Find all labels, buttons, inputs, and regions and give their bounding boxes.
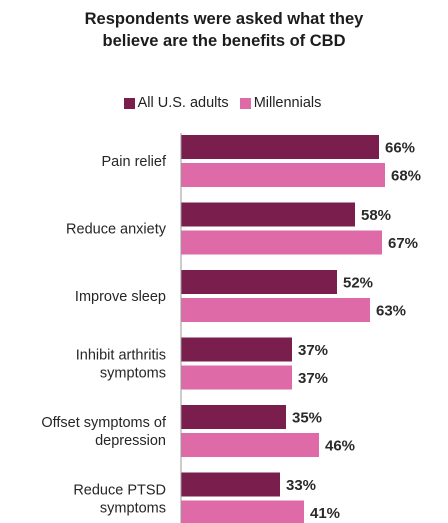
bar xyxy=(181,433,319,457)
legend-label-all-adults: All U.S. adults xyxy=(137,95,229,111)
data-label: 46% xyxy=(325,438,355,455)
category-label: Reduce PTSD xyxy=(73,483,166,499)
data-label: 37% xyxy=(298,370,328,387)
bar xyxy=(181,405,286,429)
chart-title: Respondents were asked what they believe… xyxy=(0,8,448,52)
category-label: Offset symptoms of xyxy=(41,415,167,431)
category-label: Pain relief xyxy=(102,154,167,170)
data-label: 58% xyxy=(361,207,391,224)
bar xyxy=(181,202,355,227)
chart-title-line-2: believe are the benefits of CBD xyxy=(102,32,346,50)
bar xyxy=(181,163,385,187)
category-label: symptoms xyxy=(100,501,166,517)
data-label: 67% xyxy=(388,235,418,252)
data-label: 35% xyxy=(292,410,322,427)
bar xyxy=(181,472,280,497)
legend-item-millennials: Millennials xyxy=(239,95,322,111)
category-label: symptoms xyxy=(100,366,166,382)
bar xyxy=(181,298,370,322)
legend: All U.S. adults Millennials xyxy=(0,92,448,114)
category-label: depression xyxy=(95,433,166,449)
legend-item-all-adults: All U.S. adults xyxy=(123,95,229,111)
category-label: Inhibit arthritis xyxy=(76,348,166,364)
data-label: 52% xyxy=(343,275,373,292)
bar xyxy=(181,500,304,523)
category-label: Reduce anxiety xyxy=(66,222,167,238)
bar xyxy=(181,230,382,255)
bar xyxy=(181,365,292,390)
legend-label-millennials: Millennials xyxy=(253,95,322,111)
chart-title-line-1: Respondents were asked what they xyxy=(84,10,364,28)
bar xyxy=(181,135,379,159)
data-label: 66% xyxy=(385,140,415,157)
data-label: 37% xyxy=(298,342,328,359)
data-label: 41% xyxy=(310,505,340,522)
data-label: 33% xyxy=(286,477,316,494)
data-label: 68% xyxy=(391,168,421,185)
bar xyxy=(181,337,292,362)
category-label: Improve sleep xyxy=(75,289,166,305)
legend-swatch-millennials xyxy=(239,97,251,109)
data-label: 63% xyxy=(376,303,406,320)
bar xyxy=(181,270,337,294)
legend-swatch-all-adults xyxy=(123,97,135,109)
